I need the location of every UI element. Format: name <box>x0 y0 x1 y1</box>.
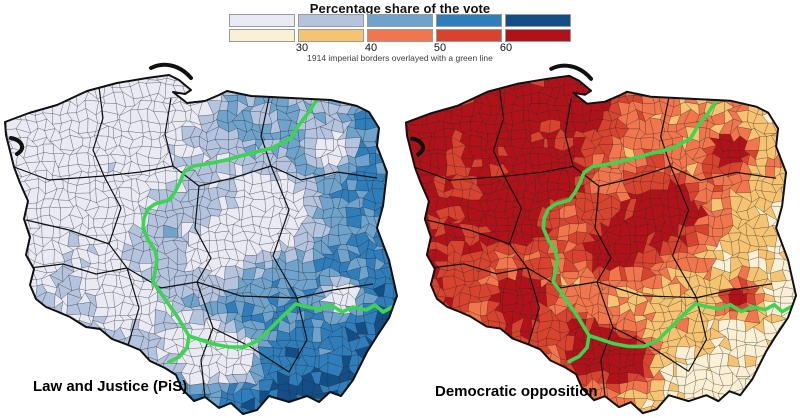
legend-tick-40: 40 <box>364 42 378 54</box>
szczecin-lagoon-mark <box>9 136 25 156</box>
choropleth-map-pis <box>4 62 398 415</box>
imperial-border-line <box>141 84 394 364</box>
legend-swatch-blue-4 <box>505 14 571 27</box>
legend-swatch-red-4 <box>505 29 571 42</box>
vote-share-legend <box>229 14 571 44</box>
country-outline <box>4 74 398 415</box>
legend-swatch-red-0 <box>229 29 295 42</box>
legend-swatch-blue-0 <box>229 14 295 27</box>
voivodeship-borders <box>414 87 777 397</box>
gmina-mosaic <box>405 75 797 414</box>
legend-tick-60: 60 <box>499 42 513 54</box>
legend-swatch-blue-2 <box>367 14 433 27</box>
legend-swatch-red-2 <box>367 29 433 42</box>
legend-swatch-row-blue <box>229 14 571 27</box>
voivodeship-borders <box>13 86 378 398</box>
imperial-border-line <box>541 84 793 364</box>
legend-tick-30: 30 <box>295 42 309 54</box>
choropleth-map-opposition <box>404 63 798 415</box>
legend-swatch-row-red <box>229 29 571 42</box>
legend-note: 1914 imperial borders overlayed with a g… <box>307 53 493 63</box>
legend-tick-50: 50 <box>433 42 447 54</box>
legend-swatch-blue-1 <box>298 14 364 27</box>
legend-swatch-red-3 <box>436 29 502 42</box>
map-label-pis: Law and Justice (PiS) <box>33 378 188 395</box>
map-label-opposition: Democratic opposition <box>435 383 598 400</box>
country-outline <box>404 74 798 415</box>
hel-peninsula-mark <box>149 62 193 80</box>
hel-peninsula-mark <box>549 63 594 81</box>
szczecin-lagoon-mark <box>409 136 425 157</box>
legend-swatch-blue-3 <box>436 14 502 27</box>
legend-title: Percentage share of the vote <box>309 1 491 16</box>
legend-swatch-red-1 <box>298 29 364 42</box>
